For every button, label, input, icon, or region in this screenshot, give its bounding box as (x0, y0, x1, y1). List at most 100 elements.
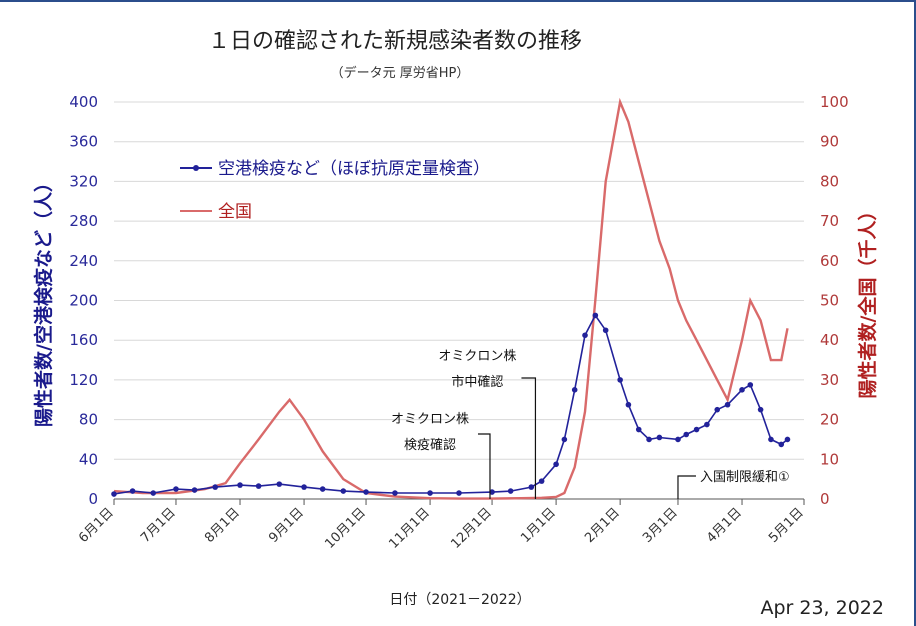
legend-national-label: 全国 (218, 202, 252, 222)
airport-data-point (582, 332, 588, 339)
airport-data-point (392, 490, 398, 496)
y-axis-right-label: 陽性者数/全国（千人） (856, 202, 879, 399)
y-right-tick-label: 30 (820, 371, 839, 389)
airport-data-point (784, 436, 791, 443)
airport-data-point (561, 436, 568, 443)
airport-data-point (571, 387, 578, 393)
airport-data-point (212, 484, 219, 490)
chart-title: １日の確認された新規感染者数の推移 (208, 29, 582, 54)
airport-data-point (646, 436, 652, 443)
airport-data-point (693, 426, 700, 433)
legend: 空港検疫など（ほぼ抗原定量検査） 全国 (180, 159, 490, 222)
airport-data-point (714, 406, 721, 413)
y-axis-left-label: 陽性者数/空港検疫など（人） (32, 173, 55, 427)
annotation-text: 入国制限緩和① (700, 470, 790, 485)
legend-airport-marker (193, 165, 199, 171)
legend-airport-label: 空港検疫など（ほぼ抗原定量検査） (218, 159, 490, 179)
airport-data-point (739, 387, 745, 393)
airport-data-point (507, 488, 514, 494)
y-right-tick-label: 20 (820, 411, 839, 429)
airport-data-point (237, 482, 243, 488)
annotation-leader-line (521, 377, 537, 499)
x-tick-label: 5月1日 (766, 505, 807, 546)
top-frame-line (0, 0, 916, 2)
x-tick-label: 3月1日 (640, 505, 681, 546)
national-series-line (113, 97, 789, 500)
y-left-tick-label: 240 (69, 252, 98, 270)
y-right-tick-label: 90 (820, 133, 839, 151)
airport-data-point (191, 487, 198, 493)
y-right-tick-label: 40 (820, 331, 839, 349)
y-right-tick-label: 60 (820, 252, 839, 270)
annotation-text: オミクロン株 (438, 349, 516, 364)
y-right-tick-label: 70 (820, 212, 839, 230)
y-right-tick-label: 100 (820, 93, 849, 111)
y-left-tick-label: 120 (69, 371, 98, 389)
y-right-tick-label: 50 (820, 292, 839, 310)
y-left-tick-label: 0 (88, 490, 98, 508)
x-tick-label: 4月1日 (704, 505, 745, 546)
airport-data-point (276, 481, 283, 487)
y-axis-right: 0 10 20 30 40 50 60 70 80 90 100 (820, 93, 849, 508)
airport-data-point (456, 490, 462, 496)
y-left-tick-label: 200 (69, 292, 98, 310)
x-axis: 6月1日 7月1日 8月1日 9月1日 10月1日 11月1日 12月1日 1月1日 2月1日 3… (76, 499, 807, 552)
x-tick-label: 12月1日 (448, 505, 495, 552)
y-left-tick-label: 40 (79, 450, 98, 468)
airport-data-point (538, 478, 545, 484)
y-right-tick-label: 0 (820, 490, 830, 508)
airport-data-point (757, 406, 764, 413)
y-left-tick-label: 280 (69, 212, 98, 230)
y-left-tick-label: 320 (69, 172, 98, 190)
airport-data-point (656, 434, 663, 441)
airport-data-point (625, 401, 632, 408)
airport-data-point (683, 431, 690, 438)
airport-data-point (635, 426, 642, 433)
y-right-tick-label: 10 (820, 450, 839, 468)
annotation-leader-line (477, 433, 491, 499)
airport-data-point (489, 489, 495, 495)
y-left-tick-label: 160 (69, 331, 98, 349)
airport-data-point (602, 327, 609, 334)
airport-data-point (592, 312, 599, 319)
airport-data-point (301, 484, 307, 490)
x-tick-label: 7月1日 (138, 505, 179, 546)
airport-data-point (704, 421, 710, 428)
y-left-tick-label: 400 (69, 93, 98, 111)
x-tick-label: 11月1日 (386, 505, 433, 552)
x-tick-label: 10月1日 (322, 505, 369, 552)
airport-series-line (113, 313, 789, 495)
annotation-text: オミクロン株 (391, 412, 469, 427)
airport-data-point (778, 441, 785, 448)
right-frame-line (914, 0, 916, 626)
x-tick-label: 2月1日 (582, 505, 623, 546)
series-airport (111, 312, 791, 497)
airport-data-point (747, 382, 754, 388)
airport-data-point (724, 401, 731, 408)
x-tick-label: 1月1日 (518, 505, 559, 546)
airport-data-point (255, 483, 262, 489)
x-axis-label: 日付（2021－2022） (389, 592, 530, 608)
chart-subtitle: （データ元 厚労省HP） (331, 65, 470, 81)
airport-data-point (111, 491, 117, 497)
airport-data-point (150, 490, 157, 496)
series-national (113, 97, 789, 500)
airport-data-point (768, 436, 774, 443)
annotation-text: 検疫確認 (404, 437, 456, 453)
airport-data-point (528, 484, 535, 490)
airport-data-point (617, 377, 623, 383)
airport-data-point (363, 489, 369, 495)
y-left-tick-label: 360 (69, 133, 98, 151)
annotation-text: 市中確認 (451, 374, 503, 390)
airport-data-point (129, 488, 136, 494)
airport-data-point (319, 486, 326, 492)
x-tick-label: 9月1日 (266, 505, 307, 546)
x-tick-label: 6月1日 (76, 505, 117, 546)
y-left-tick-label: 80 (79, 411, 98, 429)
x-tick-label: 8月1日 (202, 505, 243, 546)
y-right-tick-label: 80 (820, 172, 839, 190)
date-stamp: Apr 23, 2022 (760, 597, 884, 619)
airport-data-point (675, 436, 681, 443)
